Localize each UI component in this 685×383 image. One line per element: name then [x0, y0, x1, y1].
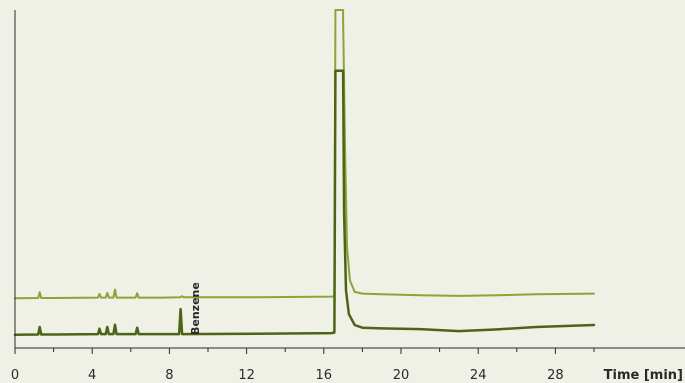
x-tick-label-20: 20 [393, 368, 410, 383]
x-tick-label-28: 28 [547, 368, 564, 383]
series-1-trace [14, 9, 595, 300]
x-tick-label-12: 12 [238, 368, 255, 383]
x-axis-label: Time [min] [604, 368, 683, 383]
x-tick-label-24: 24 [470, 368, 487, 383]
plot-area: Benzene [13, 9, 596, 337]
x-axis: 0 4 8 12 16 20 24 28 [11, 10, 685, 383]
series-2-trace [13, 69, 596, 337]
annotation-benzene: Benzene [189, 282, 202, 335]
x-tick-label-4: 4 [88, 368, 96, 383]
x-tick-label-16: 16 [316, 368, 333, 383]
x-tick-label-0: 0 [11, 368, 19, 383]
x-tick-label-8: 8 [165, 368, 173, 383]
